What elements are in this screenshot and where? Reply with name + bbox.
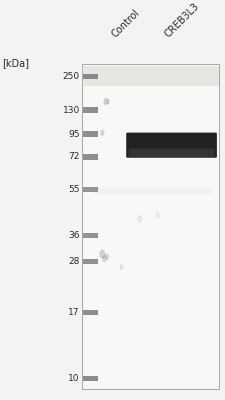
Bar bbox=[82, 66, 219, 86]
Bar bbox=[83, 310, 98, 315]
Bar bbox=[82, 64, 219, 389]
Text: 250: 250 bbox=[63, 72, 80, 81]
Bar bbox=[83, 108, 98, 113]
Bar bbox=[83, 259, 98, 264]
Circle shape bbox=[103, 256, 106, 262]
Text: 55: 55 bbox=[68, 185, 80, 194]
Circle shape bbox=[105, 254, 108, 259]
Bar bbox=[83, 376, 98, 381]
Circle shape bbox=[100, 250, 105, 258]
Circle shape bbox=[137, 216, 142, 222]
Circle shape bbox=[107, 99, 109, 104]
Circle shape bbox=[120, 265, 123, 269]
Text: 130: 130 bbox=[63, 106, 80, 114]
Circle shape bbox=[104, 99, 108, 104]
Text: 17: 17 bbox=[68, 308, 80, 316]
Text: 36: 36 bbox=[68, 231, 80, 240]
Text: 10: 10 bbox=[68, 374, 80, 383]
Bar bbox=[83, 132, 98, 137]
Text: 95: 95 bbox=[68, 130, 80, 138]
Bar bbox=[83, 233, 98, 238]
Circle shape bbox=[101, 130, 104, 135]
Bar bbox=[83, 187, 98, 192]
Bar bbox=[93, 188, 213, 194]
FancyBboxPatch shape bbox=[129, 148, 214, 157]
Bar bbox=[83, 154, 98, 160]
Text: 72: 72 bbox=[68, 152, 80, 162]
FancyBboxPatch shape bbox=[126, 132, 217, 158]
Bar bbox=[83, 74, 98, 80]
Text: [kDa]: [kDa] bbox=[2, 58, 29, 68]
Text: 28: 28 bbox=[68, 257, 80, 266]
Text: CREB3L3: CREB3L3 bbox=[163, 2, 201, 40]
Circle shape bbox=[156, 213, 159, 218]
Text: Control: Control bbox=[110, 8, 142, 40]
